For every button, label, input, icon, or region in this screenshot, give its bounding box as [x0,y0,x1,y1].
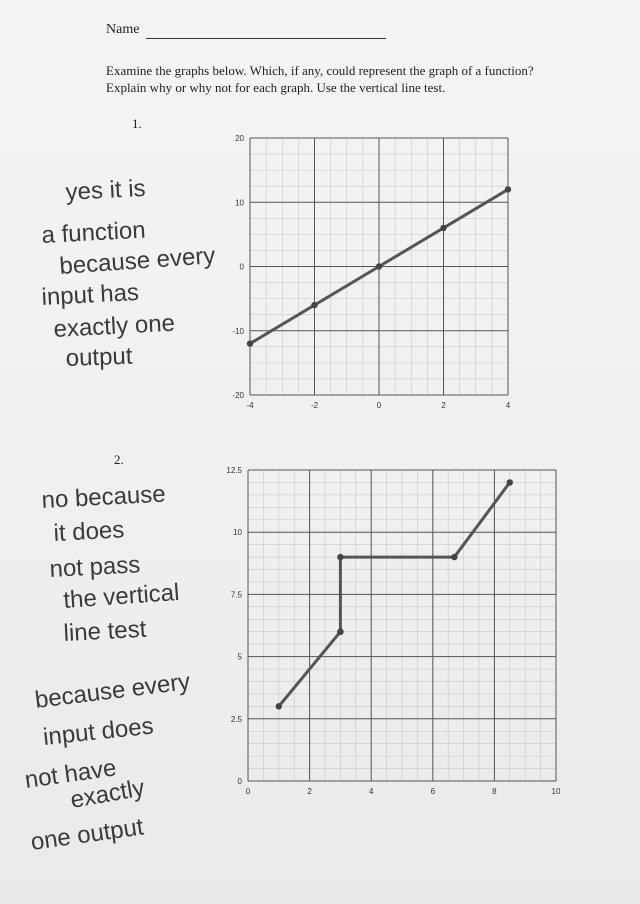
x-tick-label: 0 [246,787,251,796]
instructions-line-1: Examine the graphs below. Which, if any,… [106,63,534,78]
x-tick-label: 4 [506,401,511,410]
y-tick-label: 10 [235,198,244,207]
data-point [451,553,458,561]
answer-1-line-1: yes it is [65,175,146,206]
data-point [337,553,344,561]
x-tick-label: 2 [307,787,312,796]
y-tick-label: 20 [235,134,244,143]
y-tick-label: 2.5 [231,715,243,724]
data-point [506,479,513,486]
x-tick-label: 8 [492,787,497,796]
data-point [337,628,344,635]
x-tick-label: 6 [431,787,436,796]
answer-2-line-3: not pass [49,551,141,583]
x-tick-label: 4 [369,787,374,796]
x-tick-label: 10 [552,787,561,796]
data-point [246,340,254,347]
answer-1-line-2: a function [41,217,146,249]
x-tick-label: -4 [246,401,254,410]
x-tick-label: 2 [441,401,446,410]
data-point [275,703,282,710]
y-tick-label: 7.5 [231,590,243,599]
y-tick-label: 0 [240,263,245,272]
x-tick-label: 0 [377,401,382,410]
data-point [504,186,512,193]
x-tick-label: -2 [311,401,319,410]
instructions-line-2: Explain why or why not for each graph. U… [106,80,446,95]
y-tick-label: -20 [232,391,244,400]
name-line [146,38,386,39]
y-tick-label: 0 [238,777,243,786]
y-tick-label: 5 [238,653,243,662]
y-tick-label: 12.5 [226,466,242,475]
question-1-number: 1. [132,116,142,131]
data-point [375,263,383,270]
answer-2-line-1: no because [41,481,166,514]
name-label: Name [106,22,140,37]
answer-2-line-5: line test [63,616,147,647]
data-point [311,301,318,309]
y-tick-label: -10 [232,327,244,336]
answer-2-line-2: it does [53,516,125,547]
answer-1-line-4: input has [41,279,140,311]
data-point [440,224,447,232]
answer-1-line-5: exactly one [53,310,176,343]
y-tick-label: 10 [233,528,242,537]
instructions: Examine the graphs below. Which, if any,… [106,62,626,96]
answer-1-line-6: output [65,343,133,372]
question-2-number: 2. [114,452,124,467]
